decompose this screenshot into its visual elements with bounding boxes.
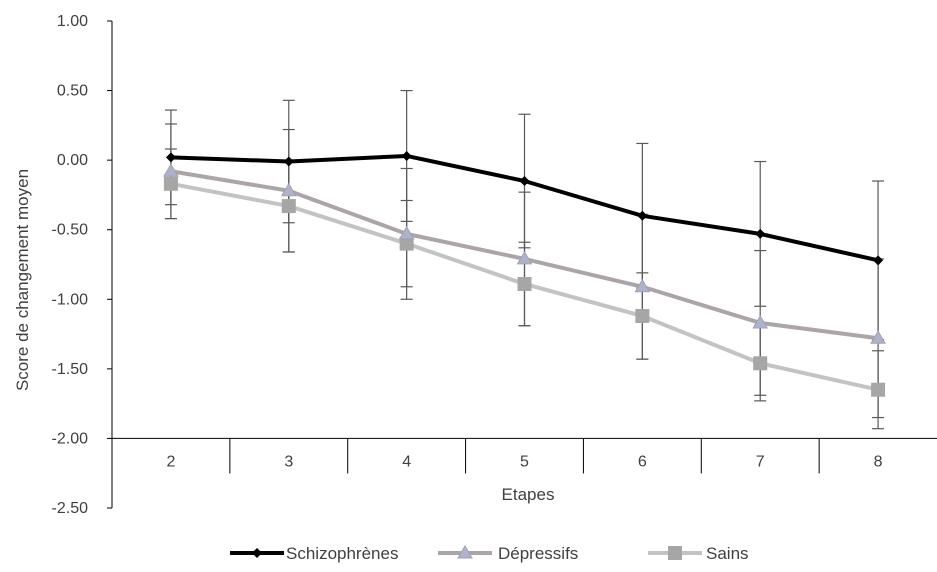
x-axis-title: Etapes xyxy=(502,485,555,504)
data-point xyxy=(165,152,176,163)
legend-label: Schizophrènes xyxy=(286,544,398,563)
data-point xyxy=(755,228,766,239)
data-point xyxy=(635,308,650,323)
legend-marker xyxy=(457,545,473,559)
legend-label: Dépressifs xyxy=(498,544,578,563)
data-point xyxy=(637,210,648,221)
data-point xyxy=(873,255,884,266)
data-point xyxy=(398,225,415,240)
data-point xyxy=(163,176,178,191)
data-point xyxy=(283,156,294,167)
data-point xyxy=(871,382,886,397)
x-tick-label: 2 xyxy=(166,453,175,470)
legend-marker xyxy=(252,548,262,558)
x-tick-label: 6 xyxy=(638,453,647,470)
legend: Schizophrènes Dépressifs Sains xyxy=(230,544,749,563)
x-tick-label: 7 xyxy=(756,453,765,470)
y-tick-label: -2.50 xyxy=(52,500,89,517)
x-tick-label: 3 xyxy=(284,453,293,470)
x-tick-label: 8 xyxy=(874,453,883,470)
data-point xyxy=(753,356,768,371)
data-point xyxy=(399,236,414,251)
y-tick-label: 0.50 xyxy=(57,83,88,100)
data-point xyxy=(634,278,651,293)
data-point xyxy=(870,330,886,344)
data-point xyxy=(752,314,769,329)
data-point xyxy=(517,276,532,291)
y-tick-label: -1.00 xyxy=(52,291,89,308)
data-point xyxy=(401,150,412,161)
data-point xyxy=(516,250,533,265)
y-tick-label: -0.50 xyxy=(52,222,89,239)
data-point xyxy=(519,176,530,187)
y-axis-title: Score de changement moyen xyxy=(13,169,32,391)
legend-label: Sains xyxy=(706,544,749,563)
y-tick-label: 0.00 xyxy=(57,152,88,169)
x-tick-label: 5 xyxy=(520,453,529,470)
y-tick-label: -1.50 xyxy=(52,361,89,378)
y-tick-label: -2.00 xyxy=(52,430,89,447)
data-point xyxy=(163,163,179,177)
legend-marker xyxy=(668,546,682,560)
y-tick-label: 1.00 xyxy=(57,13,88,30)
data-point xyxy=(281,199,296,214)
data-point xyxy=(280,182,297,197)
x-tick-label: 4 xyxy=(402,453,411,470)
